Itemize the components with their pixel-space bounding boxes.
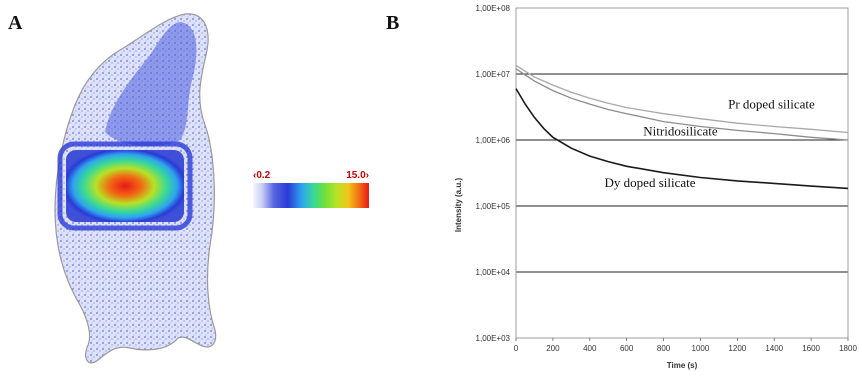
x-tick-label: 400	[583, 344, 597, 353]
axis-layer: 1,00E+03 1,00E+04 1,00E+05 1,00E+06 1,00E+07…	[476, 4, 858, 353]
x-tick-label: 600	[620, 344, 634, 353]
mouse-upper-signal	[105, 22, 197, 147]
mouse-hotspot-halo	[57, 141, 193, 231]
x-tick-label: 200	[546, 344, 560, 353]
x-tick-label: 1600	[802, 344, 820, 353]
x-tick-label: 1800	[839, 344, 857, 353]
scale-gradient-bar	[253, 183, 369, 208]
decay-chart: 1,00E+03 1,00E+04 1,00E+05 1,00E+06 1,00E+07…	[454, 4, 858, 370]
label-layer: Pr doped silicate Nitridosilicate Dy doped…	[605, 97, 815, 190]
scale-min-label: ‹0.2	[253, 170, 271, 181]
y-tick-label: 1,00E+08	[476, 4, 511, 13]
series-line-nitridosilicate	[515, 68, 849, 141]
series-label-dy-doped-silicate: Dy doped silicate	[605, 175, 696, 190]
x-axis-title: Time (s)	[667, 361, 698, 370]
series-layer	[515, 64, 849, 190]
y-tick-label: 1,00E+06	[476, 136, 511, 145]
series-label-nitridosilicate: Nitridosilicate	[643, 123, 718, 138]
plot-border	[515, 7, 849, 339]
x-tick-label: 800	[657, 344, 671, 353]
panel-label-b: B	[386, 12, 400, 34]
scale-max-label: 15.0›	[346, 170, 369, 181]
x-tick-label: 1000	[692, 344, 710, 353]
mouse-luminescence-image	[54, 13, 217, 364]
color-scale-legend: ‹0.2 15.0›	[253, 171, 369, 208]
series-line-dy-doped-silicate	[515, 88, 849, 190]
x-tick-label: 0	[514, 344, 519, 353]
grid-layer	[516, 73, 848, 273]
x-tick-label: 1200	[728, 344, 746, 353]
panel-label-a: A	[8, 12, 23, 34]
y-tick-label: 1,00E+05	[476, 202, 511, 211]
x-tick-label: 1400	[765, 344, 783, 353]
y-tick-label: 1,00E+03	[476, 334, 511, 343]
y-tick-label: 1,00E+04	[476, 268, 511, 277]
series-label-pr-doped-silicate: Pr doped silicate	[728, 97, 815, 112]
y-tick-label: 1,00E+07	[476, 70, 511, 79]
mouse-hotspot	[66, 150, 184, 222]
y-axis-title: Intensity (a.u.)	[454, 178, 463, 233]
series-line-pr-doped-silicate	[515, 64, 849, 134]
